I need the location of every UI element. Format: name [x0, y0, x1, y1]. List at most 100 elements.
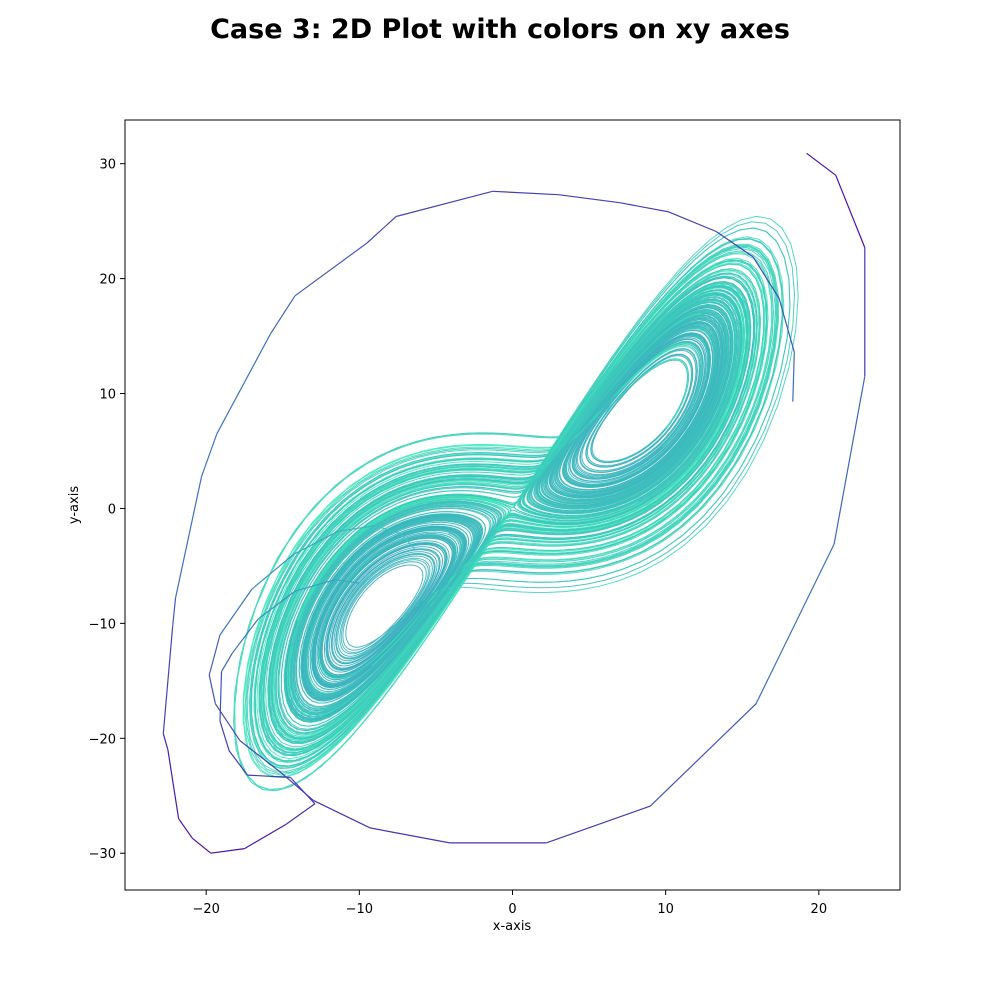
series-0-line-segment: [374, 525, 401, 535]
series-2-line-segment: [619, 202, 669, 213]
series-1-line-segment: [219, 720, 230, 752]
series-2-line-segment: [216, 333, 272, 434]
series-0-line-segment: [293, 530, 339, 555]
attractor-trajectory-segment: [278, 476, 537, 730]
x-axis-label: x-axis: [493, 919, 532, 934]
series-3-line-segment: [806, 152, 837, 176]
attractor-trajectory-segment: [538, 289, 738, 507]
attractor-trajectory-segment: [547, 319, 722, 500]
series-2-line-segment: [395, 190, 493, 218]
series-1-line-segment: [228, 750, 248, 776]
attractor-trajectory-segment: [333, 551, 438, 666]
attractor-trajectory-segment: [542, 314, 726, 505]
series-0-line-segment: [239, 740, 281, 773]
attractor-trajectory-segment: [292, 504, 485, 712]
attractor-trajectory-segment: [324, 546, 444, 673]
attractor-trajectory-segment: [522, 301, 736, 517]
attractor-trajectory-segment: [551, 307, 732, 497]
attractor-trajectory-segment: [320, 542, 447, 677]
attractor-trajectory-segment: [258, 456, 555, 757]
attractor-trajectory-segment: [480, 280, 752, 550]
attractor-trajectory-segment: [457, 272, 758, 576]
attractor-trajectory-segment: [303, 517, 478, 698]
series-1-line-segment: [289, 776, 316, 805]
series-0-line-segment: [337, 525, 375, 532]
series-1-line-segment: [231, 618, 259, 654]
attractor-trajectory-segment: [513, 296, 740, 521]
attractor-trajectory-segment: [339, 561, 427, 655]
attractor-trajectory-segment: [552, 324, 718, 496]
attractor-trajectory-segment: [285, 514, 482, 721]
attractor-trajectory-segment: [575, 337, 707, 477]
y-tick-label: 20: [99, 273, 116, 288]
attractor-trajectory-segment: [344, 564, 424, 651]
series-1-line-segment: [178, 818, 193, 839]
attractor-trajectory-segment: [262, 452, 560, 751]
series-0-line-segment: [369, 827, 450, 844]
data-layer: [162, 152, 866, 854]
attractor-trajectory-segment: [473, 286, 748, 560]
figure-title: Case 3: 2D Plot with colors on xy axes: [210, 14, 790, 45]
attractor-trajectory-segment: [309, 523, 470, 691]
attractor-trajectory-segment: [516, 243, 737, 520]
attractor-trajectory-segment: [520, 300, 737, 518]
attractor-trajectory-segment: [402, 215, 799, 618]
series-0-line-segment: [400, 533, 415, 550]
series-1-line-segment: [285, 803, 316, 825]
attractor-trajectory-segment: [569, 329, 706, 482]
x-tick-label: 20: [811, 902, 828, 917]
series-1-line-segment: [294, 579, 335, 592]
series-1-line-segment: [334, 579, 360, 584]
y-tick-label: 0: [108, 502, 116, 517]
attractor-trajectory-segment: [429, 260, 767, 607]
attractor-trajectory-segment: [454, 227, 791, 583]
attractor-trajectory-segment: [553, 325, 717, 495]
attractor-trajectory-segment: [267, 474, 509, 744]
ticks-layer: −20 −10 0 10 20 −30 −20 −10 0 10 20 30: [89, 158, 828, 917]
series-2-line-segment: [201, 433, 218, 477]
attractor-trajectory-segment: [531, 277, 755, 512]
series-1-line-segment: [162, 733, 169, 750]
series-2-line-segment: [752, 256, 780, 299]
series-0-line-segment: [208, 674, 216, 704]
series-1-line-segment: [244, 823, 287, 850]
series-2-line-segment: [269, 295, 296, 335]
series-0-line-segment: [219, 588, 253, 636]
series-1-line-segment: [247, 774, 291, 778]
series-0-line-segment: [833, 376, 866, 545]
x-tick-label: 10: [657, 902, 674, 917]
y-axis-label: y-axis: [67, 486, 82, 524]
series-2-line-segment: [558, 194, 620, 204]
attractor-trajectory-segment: [579, 348, 698, 473]
series-0-line-segment: [214, 703, 241, 741]
series-2-line-segment: [294, 242, 368, 297]
attractor-trajectory-segment: [320, 243, 780, 677]
series-0-line-segment: [313, 799, 371, 829]
series-0-line-segment: [546, 805, 651, 844]
attractor-trajectory-segment: [573, 334, 710, 486]
x-tick-label: −10: [346, 902, 373, 917]
series-3-line-segment: [835, 174, 866, 248]
series-2-line-segment: [792, 352, 795, 402]
attractor-trajectory-segment: [541, 315, 725, 504]
attractor-trajectory-segment: [313, 528, 455, 686]
series-1-line-segment: [219, 671, 223, 722]
attractor-trajectory-segment: [337, 555, 433, 657]
attractor-trajectory-segment: [536, 311, 729, 508]
y-tick-label: −30: [89, 847, 116, 862]
series-2-line-segment: [162, 627, 174, 734]
attractor-trajectory-segment: [307, 502, 643, 767]
attractor-trajectory-segment: [335, 553, 455, 660]
attractor-trajectory-segment: [305, 519, 463, 695]
series-2-line-segment: [668, 211, 717, 233]
series-2-line-segment: [174, 476, 203, 599]
series-2-line-segment: [715, 231, 754, 258]
series-0-line-segment: [755, 543, 835, 705]
x-tick-label: −20: [192, 902, 219, 917]
x-tick-label: 0: [508, 902, 516, 917]
series-1-line-segment: [257, 590, 296, 620]
series-2-line-segment: [778, 297, 795, 353]
attractor-trajectory-segment: [335, 553, 435, 659]
series-2-line-segment: [492, 190, 559, 196]
